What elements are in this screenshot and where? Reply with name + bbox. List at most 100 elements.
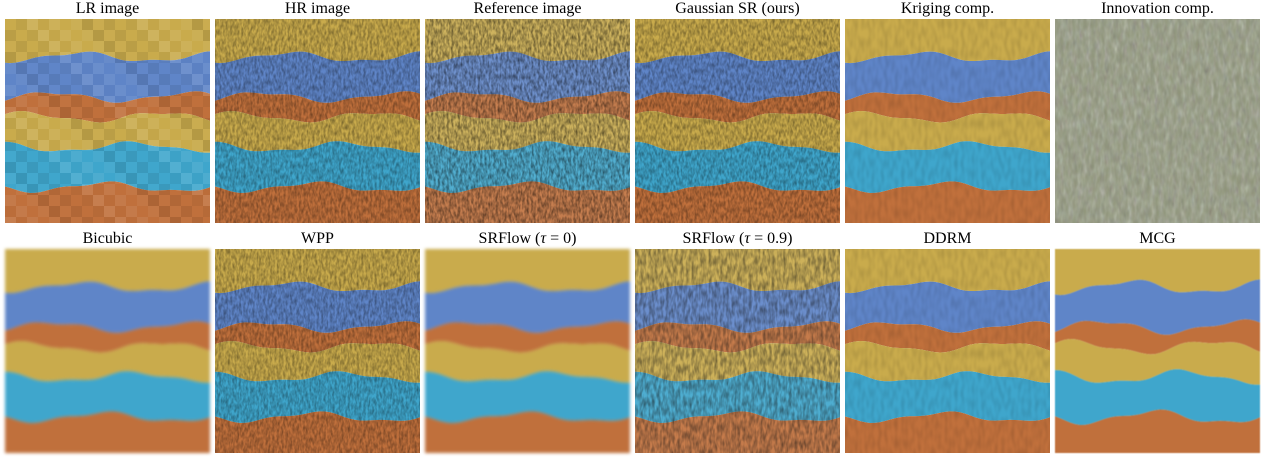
pixel-block	[60, 217, 71, 223]
pixel-block	[16, 41, 27, 52]
texture-graphic	[1055, 19, 1260, 223]
soft-texture-overlay	[845, 19, 1050, 223]
pixel-block	[203, 173, 210, 184]
pixel-block	[16, 52, 27, 63]
pixel-block	[38, 63, 49, 74]
pixel-block	[5, 63, 16, 74]
pixel-block	[16, 63, 27, 74]
pixel-block	[126, 52, 137, 63]
pixel-block	[170, 96, 181, 107]
pixel-block	[49, 96, 60, 107]
pixel-block	[5, 30, 16, 41]
pixel-block	[82, 151, 93, 162]
pixel-block	[181, 151, 192, 162]
pixel-block	[49, 162, 60, 173]
pixel-block	[137, 217, 148, 223]
pixel-block	[16, 129, 27, 140]
pixel-block	[38, 96, 49, 107]
pixel-block	[104, 52, 115, 63]
pixel-block	[170, 74, 181, 85]
pixel-block	[27, 41, 38, 52]
pixel-block	[159, 184, 170, 195]
texture-graphic	[425, 249, 630, 453]
pixel-block	[38, 162, 49, 173]
pixel-block	[137, 162, 148, 173]
texture-graphic	[215, 249, 420, 453]
pixel-block	[49, 140, 60, 151]
pixel-block	[159, 206, 170, 217]
pixel-block	[5, 85, 16, 96]
pixel-block	[104, 162, 115, 173]
pixel-block	[5, 162, 16, 173]
pixel-block	[93, 96, 104, 107]
pixel-block	[115, 85, 126, 96]
pixel-block	[115, 74, 126, 85]
pixel-block	[192, 162, 203, 173]
panel-caption: SRFlow (τ = 0)	[479, 230, 577, 249]
pixel-block	[181, 217, 192, 223]
pixel-block	[27, 30, 38, 41]
fur-texture-overlay	[635, 249, 840, 453]
panel-ddrm: DDRM	[845, 228, 1050, 458]
pixel-block	[115, 107, 126, 118]
stripe-band	[425, 249, 630, 294]
pixel-block	[148, 96, 159, 107]
pixel-block	[104, 74, 115, 85]
pixel-block	[93, 85, 104, 96]
pixel-block	[137, 129, 148, 140]
pixel-block	[82, 162, 93, 173]
pixel-block	[115, 63, 126, 74]
texture-graphic	[1055, 249, 1260, 453]
pixel-block	[49, 41, 60, 52]
pixel-block	[159, 162, 170, 173]
pixel-block	[170, 107, 181, 118]
pixel-block	[159, 140, 170, 151]
pixel-block	[170, 30, 181, 41]
pixel-block	[159, 118, 170, 129]
pixel-block	[137, 107, 148, 118]
pixel-block	[16, 195, 27, 206]
pixel-block	[148, 140, 159, 151]
pixel-block	[49, 107, 60, 118]
pixel-block	[126, 195, 137, 206]
pixel-block	[38, 184, 49, 195]
pixel-block	[104, 206, 115, 217]
pixel-block	[104, 30, 115, 41]
pixel-block	[104, 140, 115, 151]
pixel-block	[137, 74, 148, 85]
pixel-block	[27, 74, 38, 85]
pixel-block	[181, 52, 192, 63]
pixel-block	[5, 19, 16, 30]
pixel-block	[49, 206, 60, 217]
pixel-block	[126, 129, 137, 140]
pixel-block	[203, 140, 210, 151]
pixel-block	[192, 206, 203, 217]
pixel-block	[170, 41, 181, 52]
pixel-block	[16, 107, 27, 118]
pixel-block	[148, 162, 159, 173]
pixel-block	[5, 217, 16, 223]
pixel-block	[203, 107, 210, 118]
pixel-block	[137, 19, 148, 30]
pixel-block	[71, 19, 82, 30]
pixel-block	[27, 206, 38, 217]
texture-graphic	[215, 19, 420, 223]
pixel-block	[27, 162, 38, 173]
pixel-block	[137, 85, 148, 96]
pixel-block	[115, 41, 126, 52]
pixel-block	[71, 30, 82, 41]
fur-texture-overlay	[635, 19, 840, 223]
pixel-block	[82, 74, 93, 85]
pixel-block	[49, 184, 60, 195]
pixel-block	[148, 41, 159, 52]
pixel-block	[115, 217, 126, 223]
stripe-band	[5, 371, 210, 423]
pixel-block	[27, 63, 38, 74]
pixel-block	[60, 129, 71, 140]
pixel-block	[5, 41, 16, 52]
pixel-block	[181, 19, 192, 30]
pixel-block	[16, 217, 27, 223]
stripe-band	[425, 321, 630, 353]
pixel-block	[159, 195, 170, 206]
pixel-block	[115, 140, 126, 151]
